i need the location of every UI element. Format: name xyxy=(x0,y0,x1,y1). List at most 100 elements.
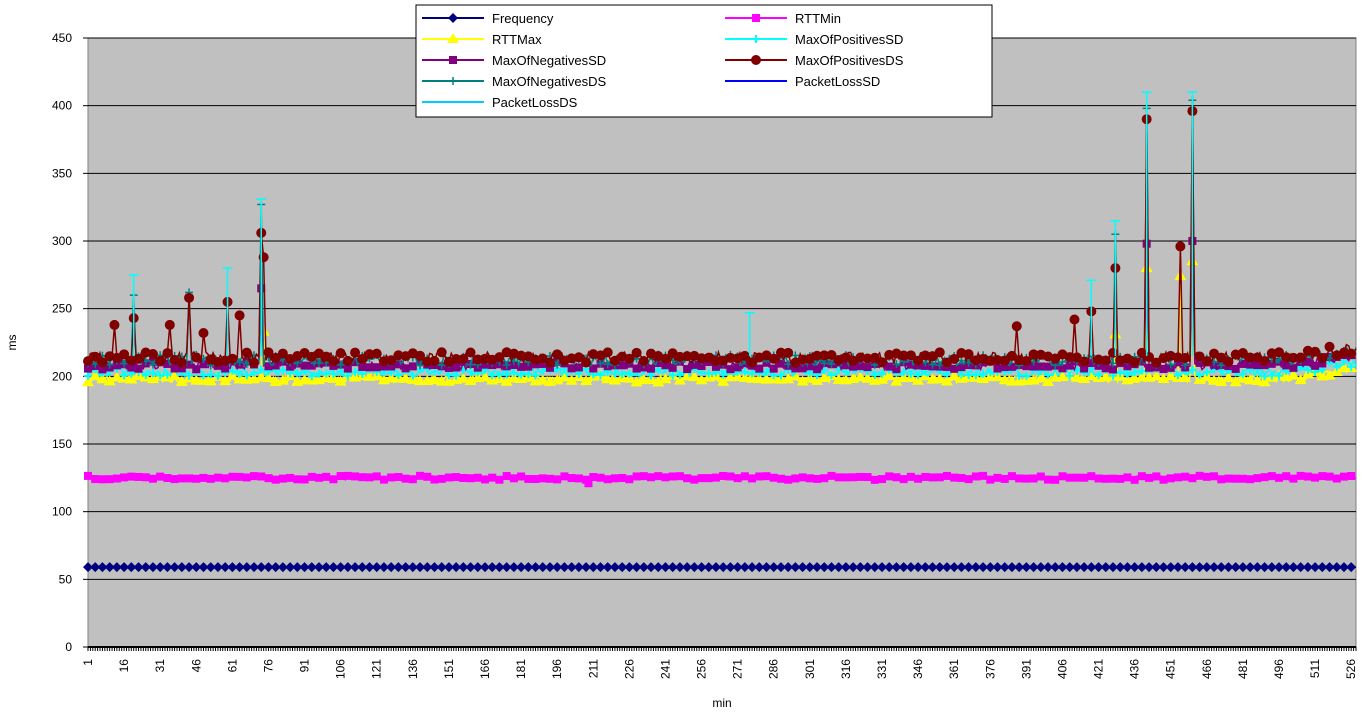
maxofnegativessd-marker xyxy=(221,364,230,373)
maxofpositivesds-marker xyxy=(898,350,909,361)
frequency-marker xyxy=(1245,562,1256,573)
rttmin-marker xyxy=(1195,471,1204,480)
rttmin-marker xyxy=(820,474,829,483)
rttmax-marker xyxy=(933,373,946,384)
rttmax-marker xyxy=(681,370,694,381)
frequency-marker xyxy=(1310,562,1321,573)
maxofpositivesds-marker xyxy=(812,350,823,361)
rttmax-marker xyxy=(688,371,701,382)
rttmin-marker xyxy=(553,475,562,484)
rttmin-marker xyxy=(1188,474,1197,483)
x-tick-label: 181 xyxy=(514,659,528,679)
maxofpositivesds-marker xyxy=(1245,352,1256,363)
frequency-marker xyxy=(501,562,512,573)
x-tick-label: 106 xyxy=(334,659,348,679)
frequency-marker xyxy=(90,562,101,573)
frequency-marker xyxy=(1281,562,1292,573)
frequency-marker xyxy=(1194,562,1205,573)
rttmax-marker xyxy=(998,374,1011,385)
maxofpositivesds-marker xyxy=(602,347,613,358)
x-tick-label: 466 xyxy=(1200,659,1214,679)
x-tick-label: 211 xyxy=(586,659,600,678)
rttmin-marker xyxy=(1145,473,1154,482)
rttmin-marker xyxy=(336,472,345,481)
maxofnegativessd-marker xyxy=(1303,357,1312,366)
frequency-marker xyxy=(754,562,765,573)
maxofpositivesds-marker xyxy=(725,352,736,363)
frequency-marker xyxy=(191,562,202,573)
maxofpositivesds-marker xyxy=(913,355,924,366)
rttmin-marker xyxy=(545,474,554,483)
rttmin-marker xyxy=(899,475,908,484)
frequency-marker xyxy=(458,562,469,573)
maxofnegativessd-marker xyxy=(112,361,121,370)
frequency-marker xyxy=(1259,562,1270,573)
maxofpositivesds-marker xyxy=(581,357,592,368)
x-tick-label: 331 xyxy=(875,659,889,679)
maxofnegativessd-marker xyxy=(1267,359,1276,368)
rttmin-marker xyxy=(365,473,374,482)
frequency-marker xyxy=(451,562,462,573)
rttmin-marker xyxy=(1275,473,1284,482)
rttmax-marker xyxy=(601,373,614,384)
frequency-marker xyxy=(1209,562,1220,573)
frequency-marker xyxy=(97,562,108,573)
rttmin-marker xyxy=(784,475,793,484)
frequency-marker xyxy=(1057,562,1068,573)
frequency-marker xyxy=(1129,562,1140,573)
rttmin-marker xyxy=(192,474,201,483)
rttmin-marker xyxy=(1231,474,1240,483)
frequency-marker xyxy=(1151,562,1162,573)
rttmax-marker xyxy=(334,375,347,386)
rttmin-marker xyxy=(769,473,778,482)
frequency-marker xyxy=(313,562,324,573)
legend-label-rttmin: RTTMin xyxy=(795,11,841,26)
maxofpositivesds-marker xyxy=(184,292,195,303)
maxofnegativessd-marker xyxy=(1029,362,1038,371)
rttmax-marker xyxy=(991,371,1004,382)
maxofpositivesds-marker xyxy=(1259,355,1270,366)
frequency-marker xyxy=(653,562,664,573)
rttmin-marker xyxy=(1267,472,1276,481)
maxofnegativessd-marker xyxy=(271,361,280,370)
rttmin-marker xyxy=(632,472,641,481)
frequency-marker xyxy=(104,562,115,573)
maxofpositivesds-marker xyxy=(682,351,693,362)
frequency-marker xyxy=(1324,562,1335,573)
rttmin-marker xyxy=(1015,474,1024,483)
rttmin-marker xyxy=(928,473,937,482)
maxofnegativessd-marker xyxy=(1253,361,1262,370)
rttmax-marker xyxy=(175,375,188,386)
maxofpositivesds-marker xyxy=(164,319,175,330)
rttmin-marker xyxy=(748,474,757,483)
maxofnegativessd-marker xyxy=(185,360,194,369)
rttmin-marker xyxy=(286,473,295,482)
maxofpositivesds-marker xyxy=(342,355,353,366)
rttmin-marker xyxy=(610,474,619,483)
maxofpositivesds-marker xyxy=(277,348,288,359)
rttmax-marker xyxy=(1150,370,1163,381)
maxofpositivesds-marker xyxy=(1317,352,1328,363)
rttmin-marker xyxy=(452,473,461,482)
rttmin-marker xyxy=(668,472,677,481)
frequency-marker xyxy=(285,562,296,573)
maxofpositivesds-marker xyxy=(696,353,707,364)
frequency-marker xyxy=(1144,562,1155,573)
frequency-marker xyxy=(1071,562,1082,573)
frequency-marker xyxy=(573,562,584,573)
rttmax-marker xyxy=(1208,374,1221,385)
frequency-marker xyxy=(552,562,563,573)
frequency-marker xyxy=(725,562,736,573)
rttmin-marker xyxy=(1036,472,1045,481)
rttmin-marker xyxy=(950,473,959,482)
maxofnegativessd-marker xyxy=(1145,363,1154,372)
rttmin-marker xyxy=(314,473,323,482)
maxofpositivesds-marker xyxy=(472,354,483,365)
rttmax-marker xyxy=(738,371,751,382)
rttmax-marker xyxy=(479,371,492,382)
rttmin-marker xyxy=(466,474,475,483)
maxofnegativessd-marker xyxy=(127,363,136,372)
rttmax-marker xyxy=(219,375,232,386)
frequency-marker xyxy=(198,562,209,573)
